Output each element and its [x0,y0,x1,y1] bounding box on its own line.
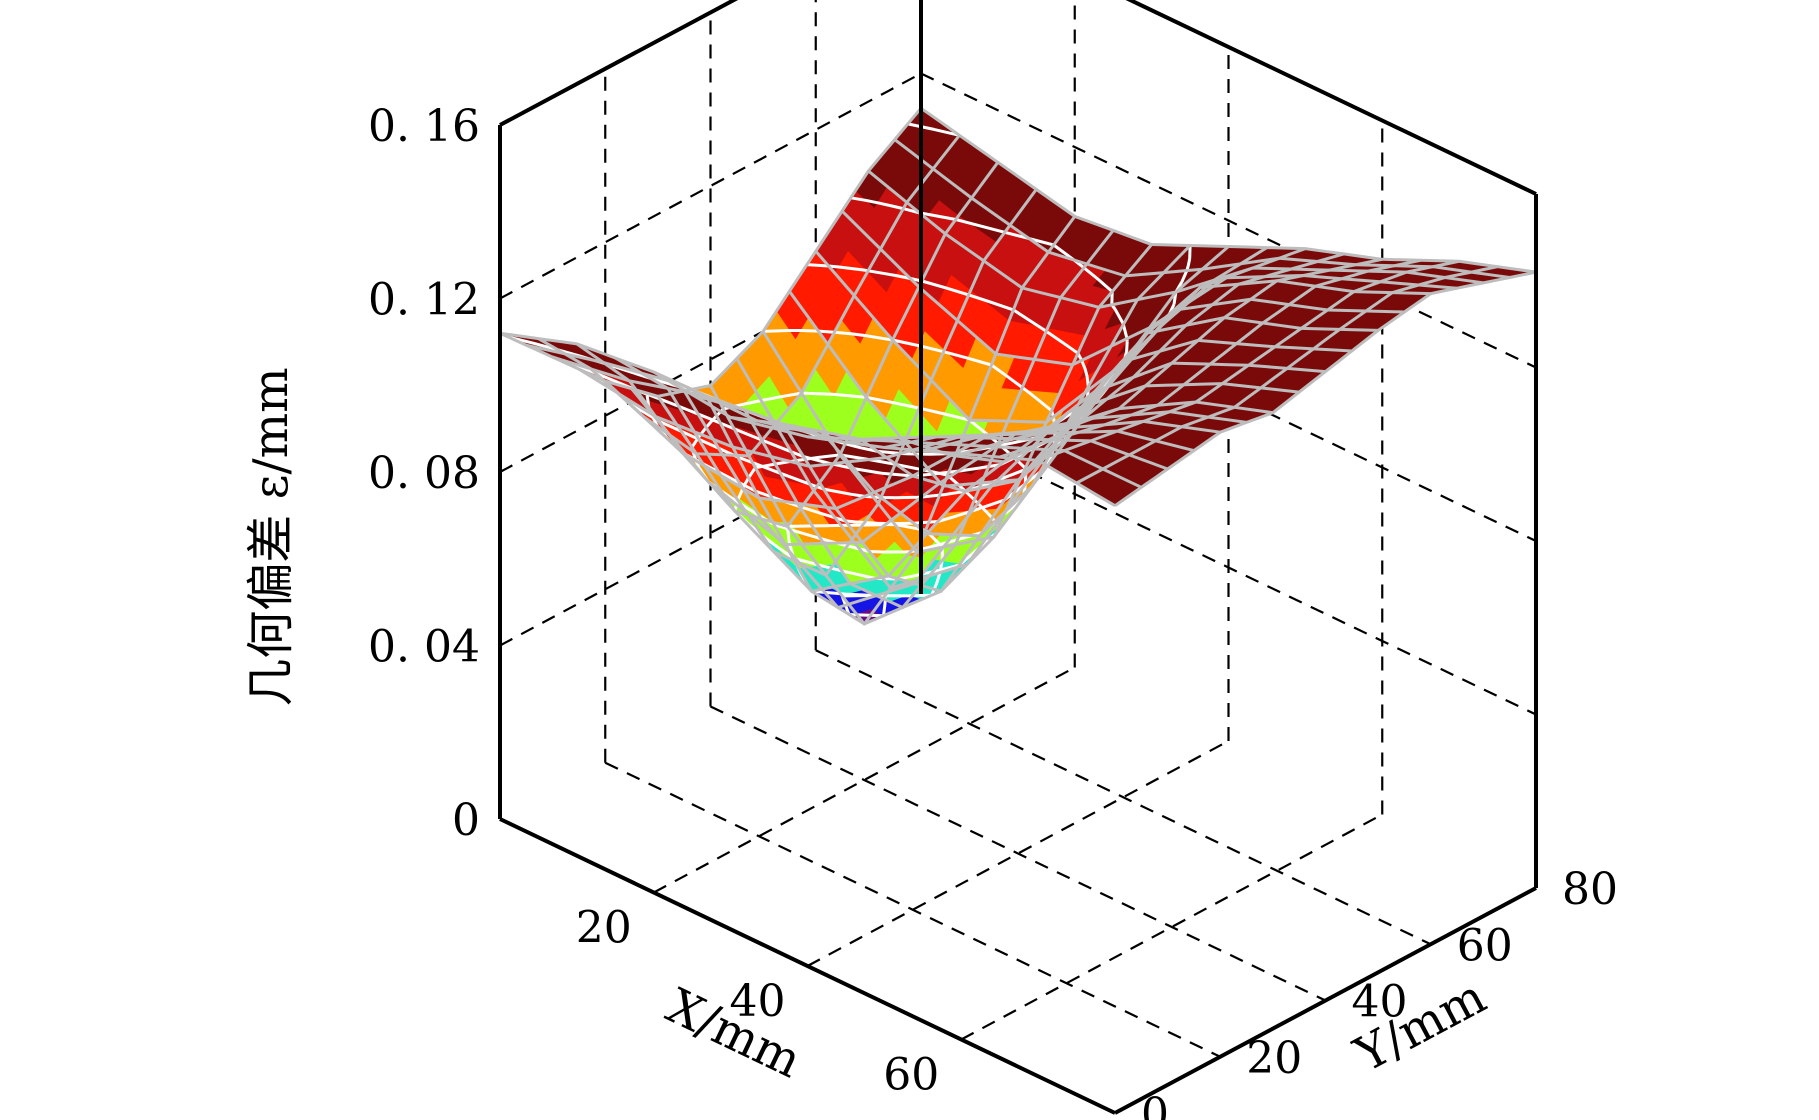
mesh-line-y [893,138,1510,279]
grid-line-floor-x [960,813,1383,1041]
z-tick-label: 0. 16 [368,101,480,152]
grid-line-floor-y [815,649,1432,946]
z-axis-title: 几何偏差 ε/mm [243,367,299,706]
y-tick-label: 40 [1352,977,1408,1028]
x-tick-label: 20 [576,903,632,954]
y-tick-label: 20 [1246,1033,1302,1084]
grid-line-floor-y [710,705,1326,1002]
mesh-line-x [999,258,1422,459]
box-frame [498,0,1538,1115]
grid-line-floor-x [653,666,1076,894]
z-tick-label: 0 [452,795,480,846]
mesh-line-y [788,290,1405,488]
mesh-line-x [845,246,1268,464]
y-tick-label: 60 [1457,920,1513,971]
mesh-line-y [920,106,1537,274]
z-tick-label: 0. 04 [368,622,480,673]
frame-edge [1114,886,1537,1115]
mesh-line-y [841,210,1458,367]
x-tick-label: 40 [730,976,786,1027]
x-tick-label: 60 [883,1050,939,1101]
z-tick-label: 0. 08 [368,448,480,499]
wire-mesh [499,106,1537,626]
mesh-line-x [1075,265,1498,485]
mesh-line-y [867,169,1484,309]
grid-line-back-z [920,419,1537,716]
surface [499,107,1537,625]
mesh-line-y [814,250,1431,424]
z-tick-label: 0. 12 [368,275,480,326]
mesh-line-x [922,252,1345,453]
mesh-line-x [960,257,1383,456]
frame-edge [499,817,1116,1115]
y-tick-label: 0 [1141,1089,1169,1120]
mesh-line-x [1037,259,1460,462]
y-tick-label: 80 [1562,864,1618,915]
frame-edge [1125,0,1537,196]
mesh-line-x [1114,270,1537,507]
grid-line-floor-x [806,740,1230,967]
grid-line-back-z [920,72,1537,369]
tick-labels: 00. 040. 080. 120. 1620406080020406080 [368,101,1618,1120]
frame-edge [499,0,739,127]
grid-line-floor-y [604,761,1221,1058]
grid-line-left-z [499,72,922,300]
grid-lines [499,0,1537,1058]
